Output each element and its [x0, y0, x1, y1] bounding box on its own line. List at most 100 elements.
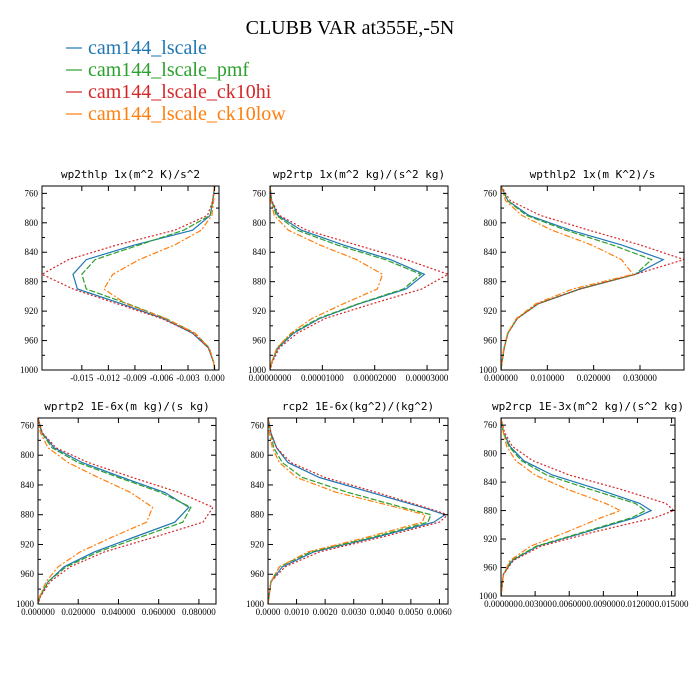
panel-4-ytick-label: 1000: [246, 599, 265, 609]
panel-2-xtick-label: 0.030000: [623, 373, 657, 383]
panel-2-title: wpthlp2 1x(m K^2)/s: [530, 168, 656, 181]
panel-0-xtick-label: 0.000: [204, 373, 225, 383]
panel-0-frame: [41, 185, 220, 371]
panel-0-series-2: [42, 186, 216, 370]
panel-5-ytick-label: 920: [484, 534, 498, 544]
panel-3-xtick-label: 0.060000: [142, 607, 176, 617]
panel-0-xtick-label: -0.015: [70, 373, 94, 383]
panel-2-ytick-label: 880: [484, 277, 498, 287]
legend-label-1: cam144_lscale_pmf: [88, 59, 249, 81]
panel-5-series-2: [501, 418, 675, 596]
panel-5-xtick-label: 0.000000: [484, 599, 518, 609]
panel-2-ytick-label: 1000: [479, 365, 498, 375]
panel-2-series-3: [501, 186, 635, 370]
panel-5-xtick-label: 0.003000: [518, 599, 552, 609]
panel-4-ytick-label: 840: [251, 480, 265, 490]
panel-4: rcp2 1E-6x(kg^2)/(kg^2) 760 800 840 880 920 96…: [246, 400, 452, 617]
panel-0-xtick-label: -0.003: [176, 373, 200, 383]
panel-0-xtick-label: -0.009: [123, 373, 147, 383]
panel-4-frame: [267, 417, 449, 605]
panel-5-ytick-label: 840: [484, 477, 498, 487]
panel-2-ytick-label: 760: [484, 188, 498, 198]
panel-4-ytick-label: 800: [251, 450, 265, 460]
panel-3-xtick-label: 0.020000: [61, 607, 95, 617]
panel-1-series-0: [270, 186, 426, 370]
panel-0-ytick-label: 800: [25, 218, 39, 228]
panel-0-series-3: [103, 186, 216, 370]
panel-4-xtick-label: 0.0050: [398, 607, 423, 617]
panel-5-series-3: [501, 418, 622, 596]
panel-3-ytick-label: 1000: [16, 599, 35, 609]
panel-4-ytick-label: 880: [251, 510, 265, 520]
panel-1-ytick-label: 840: [253, 247, 267, 257]
panel-5-xtick-label: 0.012000: [621, 599, 655, 609]
panel-2: wpthlp2 1x(m K^2)/s 760 800 840 880 920 960 100…: [479, 168, 685, 383]
panel-3-ytick-label: 880: [21, 510, 35, 520]
panel-0-series-0: [72, 186, 216, 370]
panel-5-xtick-label: 0.009000: [586, 599, 620, 609]
panel-4-ytick-label: 920: [251, 539, 265, 549]
panel-1-title: wp2rtp 1x(m^2 kg)/(s^2 kg): [273, 168, 445, 181]
panel-0-xtick-label: -0.012: [97, 373, 120, 383]
panel-4-xtick-label: 0.0010: [284, 607, 309, 617]
panel-4-ytick-label: 760: [251, 420, 265, 430]
legend-label-0: cam144_lscale: [88, 37, 207, 59]
panel-1-series-1: [270, 186, 422, 370]
panel-2-ytick-label: 960: [484, 336, 498, 346]
legend-label-2: cam144_lscale_ck10hi: [88, 81, 272, 103]
panel-3-ytick-label: 840: [21, 480, 35, 490]
panel-3-ytick-label: 760: [21, 420, 35, 430]
panel-1-frame: [269, 185, 449, 371]
panel-5-xtick-label: 0.006000: [552, 599, 586, 609]
panel-2-series-1: [501, 186, 653, 370]
panel-4-xtick-label: 0.0000: [256, 607, 281, 617]
panel-3: wprtp2 1E-6x(m kg)/(s kg) 760 800 840 880 920…: [16, 400, 217, 617]
panel-2-xtick-label: 0.010000: [530, 373, 564, 383]
panel-1-xtick-label: 0.00003000: [406, 373, 449, 383]
panel-1-ytick-label: 1000: [248, 365, 267, 375]
panel-5-series-1: [501, 418, 647, 596]
panel-4-ytick-label: 960: [251, 569, 265, 579]
panel-4-xtick-label: 0.0020: [313, 607, 338, 617]
panel-1-ytick-label: 760: [253, 188, 267, 198]
panel-1-xtick-label: 0.00002000: [353, 373, 396, 383]
panel-5: wp2rcp 1E-3x(m^2 kg)/(s^2 kg) 760 800 840 88…: [479, 400, 689, 609]
panel-0-ytick-label: 840: [25, 247, 39, 257]
panel-4-title: rcp2 1E-6x(kg^2)/(kg^2): [282, 400, 434, 413]
panel-5-ytick-label: 1000: [479, 591, 498, 601]
panel-1-ytick-label: 880: [253, 277, 267, 287]
panel-4-series-0: [268, 418, 447, 604]
panel-2-series-0: [501, 186, 665, 370]
panel-3-title: wprtp2 1E-6x(m kg)/(s kg): [44, 400, 210, 413]
panel-1-ytick-label: 960: [253, 336, 267, 346]
panel-4-xtick-label: 0.0030: [341, 607, 366, 617]
panel-1-series-2: [270, 186, 448, 370]
panel-1-xtick-label: 0.00001000: [301, 373, 344, 383]
panel-3-series-2: [38, 418, 214, 604]
panel-1: wp2rtp 1x(m^2 kg)/(s^2 kg) 760 800 840 880 92…: [248, 168, 449, 383]
panel-5-series-0: [501, 418, 653, 596]
panel-5-ytick-label: 760: [484, 420, 498, 430]
figure-title: CLUBB VAR at355E,-5N: [246, 17, 455, 39]
panel-3-series-1: [38, 418, 192, 604]
panel-3-xtick-label: 0.000000: [21, 607, 55, 617]
panel-1-ytick-label: 800: [253, 218, 267, 228]
panel-4-series-3: [268, 418, 426, 604]
panel-3-ytick-label: 800: [21, 450, 35, 460]
panel-5-frame: [500, 417, 676, 597]
panel-3-xtick-label: 0.040000: [102, 607, 136, 617]
panel-5-ytick-label: 800: [484, 449, 498, 459]
panel-4-xtick-label: 0.0040: [370, 607, 395, 617]
panel-2-ytick-label: 920: [484, 306, 498, 316]
panel-2-frame: [500, 185, 685, 371]
panel-3-ytick-label: 960: [21, 569, 35, 579]
panel-4-series-1: [268, 418, 432, 604]
panel-0-ytick-label: 960: [25, 336, 39, 346]
legend: cam144_lscalecam144_lscale_pmfcam144_lsc…: [66, 37, 286, 125]
panel-4-series-2: [268, 418, 448, 604]
panel-3-xtick-label: 0.080000: [182, 607, 216, 617]
panel-2-ytick-label: 840: [484, 247, 498, 257]
panel-1-series-3: [270, 186, 384, 370]
panel-0-title: wp2thlp 1x(m^2 K)/s^2: [61, 168, 200, 181]
